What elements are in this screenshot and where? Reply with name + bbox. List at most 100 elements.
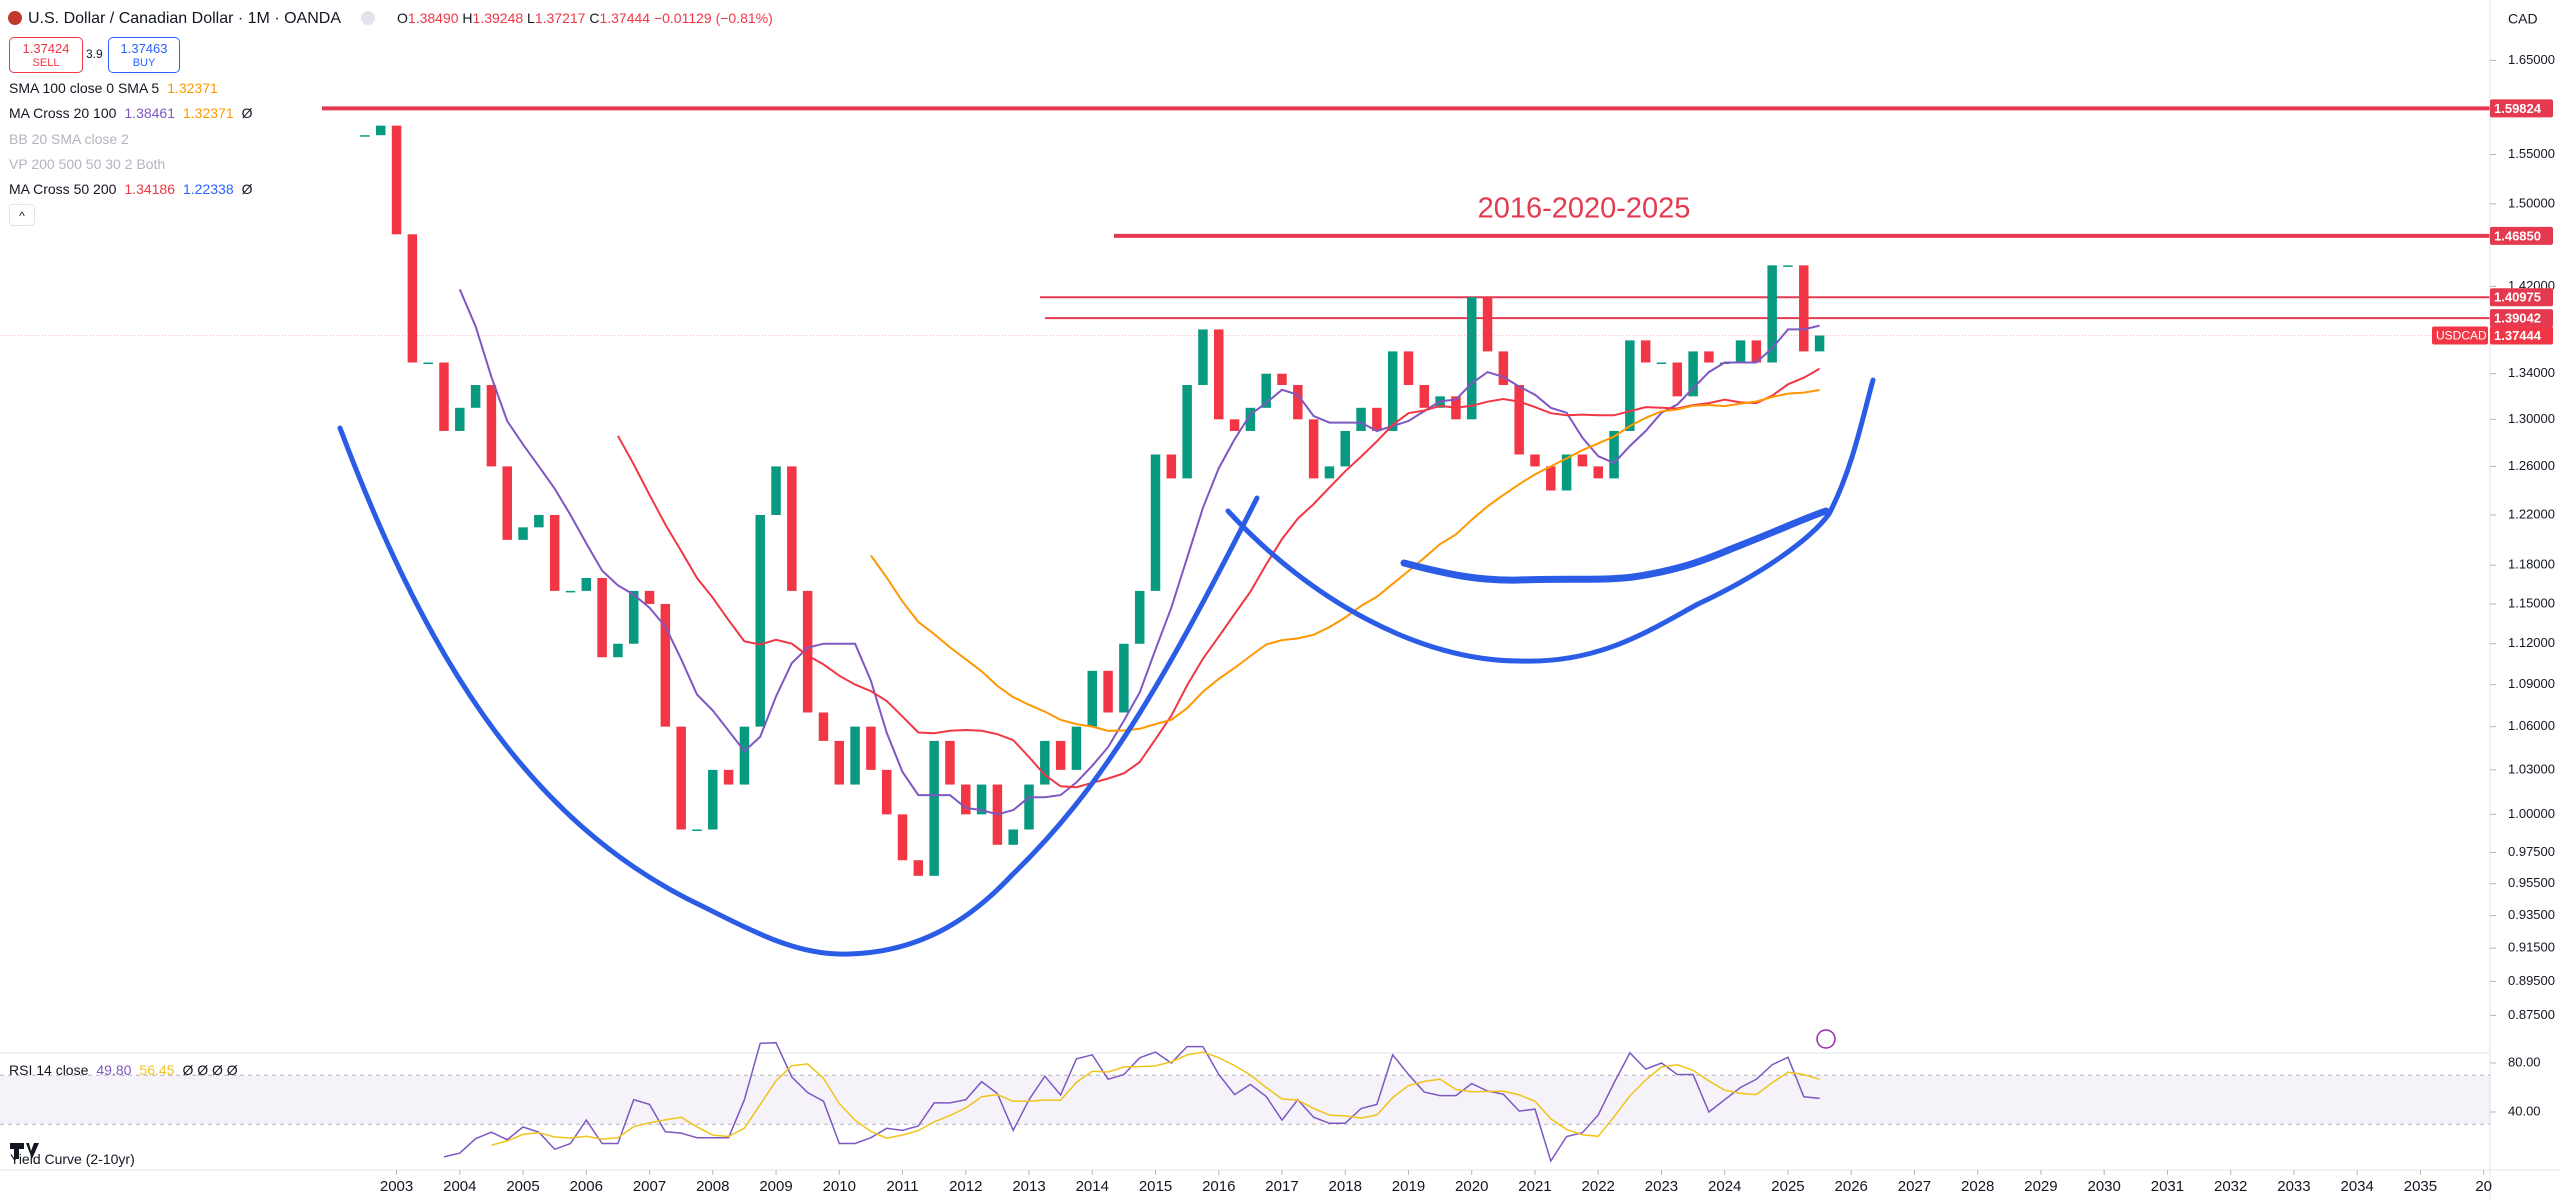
candle (1546, 466, 1556, 491)
candle (534, 514, 544, 528)
y-tick-label: 0.87500 (2508, 1007, 2555, 1022)
ohlc-value: 1.37444 (599, 10, 651, 26)
ohlc-value: 1.39248 (472, 10, 524, 26)
symbol-tag-label: USDCAD (2436, 329, 2487, 343)
level-label: 1.46850 (2494, 228, 2541, 243)
candle (1767, 265, 1777, 363)
y-tick-label: 0.93500 (2508, 907, 2555, 922)
level-label: 1.59824 (2494, 101, 2542, 116)
indicator-name: VP 200 500 50 30 2 Both (9, 156, 166, 172)
indicator-legend[interactable]: MA Cross 50 200 1.34186 1.22338 Ø (9, 181, 253, 197)
candle (423, 362, 433, 365)
candle (961, 784, 971, 815)
x-tick-label: 2016 (1202, 1178, 1235, 1195)
moving-average (458, 289, 1820, 816)
candle (660, 603, 671, 727)
x-tick-label: 2032 (2214, 1178, 2247, 1195)
candle (1403, 351, 1414, 385)
candle (391, 125, 402, 235)
symbol-tag (2432, 326, 2488, 345)
indicator-legend[interactable]: VP 200 500 50 30 2 Both (9, 156, 165, 172)
candle (1625, 340, 1635, 431)
indicator-value: 1.32371 (167, 80, 218, 96)
y-tick-label: 1.26000 (2508, 458, 2555, 473)
y-tick-label: 1.34000 (2508, 365, 2555, 380)
candle (628, 590, 639, 644)
buy-button[interactable]: 1.37463 BUY (108, 37, 180, 73)
candle (1640, 340, 1651, 363)
indicator-name: SMA 100 close 0 SMA 5 (9, 80, 160, 96)
candle (771, 466, 781, 515)
buy-price: 1.37463 (120, 41, 168, 56)
x-tick-label: 2018 (1329, 1178, 1362, 1195)
sell-button[interactable]: 1.37424 SELL (9, 37, 83, 73)
annotation: 2016-2020-2025 (1478, 193, 1691, 225)
candle (1783, 265, 1793, 267)
candle (834, 740, 845, 785)
x-tick-label: 2027 (1898, 1178, 1931, 1195)
status-dot (360, 11, 375, 25)
ohlc-label: H (462, 10, 473, 26)
candle (723, 769, 734, 785)
change: −0.01129 (−0.81%) (653, 10, 773, 26)
candle (1340, 430, 1350, 467)
level-tag (2490, 288, 2553, 307)
x-tick-label: 2023 (1645, 1178, 1678, 1195)
candle (1182, 384, 1192, 479)
candle (1577, 454, 1588, 467)
x-tick-label: 2011 (886, 1178, 918, 1195)
x-tick-label: 2034 (2340, 1178, 2373, 1195)
rsi-value: 49.80 (96, 1062, 132, 1078)
candle (945, 740, 955, 785)
candle (1372, 407, 1382, 431)
indicator-legend[interactable]: BB 20 SMA close 2 (9, 131, 129, 147)
spread: 3.9 (86, 47, 103, 61)
level-label: 1.40975 (2494, 290, 2541, 305)
indicator-legend[interactable]: MA Cross 20 100 1.38461 1.32371 Ø (9, 105, 253, 121)
candle (866, 726, 876, 770)
candle (375, 125, 386, 136)
x-tick-label: 2026 (1835, 1178, 1868, 1195)
x-tick-label: 2022 (1582, 1178, 1615, 1195)
candle (739, 726, 750, 785)
x-tick-label: 2006 (570, 1178, 603, 1195)
flag-icon (8, 11, 22, 25)
candle (1229, 419, 1240, 431)
candle (1293, 384, 1303, 420)
collapse-button[interactable]: ^ (9, 204, 35, 226)
yield-name: Yield Curve (2-10yr) (10, 1151, 135, 1167)
y-tick-label: 1.18000 (2508, 557, 2555, 572)
sell-price: 1.37424 (22, 41, 70, 56)
level-tag (2490, 99, 2553, 118)
candle (897, 814, 908, 861)
candle (1277, 373, 1287, 385)
ohlc-value: 1.38490 (407, 10, 459, 26)
candle (581, 577, 592, 591)
x-tick-label: 2030 (2088, 1178, 2121, 1195)
y-tick-label: 1.22000 (2508, 506, 2555, 521)
ohlc-label: L (527, 10, 535, 26)
candle (1040, 740, 1050, 785)
indicator-name: BB 20 SMA close 2 (9, 131, 129, 147)
symbol-title[interactable]: U.S. Dollar / Canadian Dollar · 1M · OAN… (28, 10, 341, 27)
candle (1245, 407, 1256, 431)
candle (1087, 670, 1098, 727)
yield-legend[interactable]: Yield Curve (2-10yr) (10, 1151, 135, 1167)
ohlc-value: 1.37217 (534, 10, 586, 26)
candle (976, 784, 987, 815)
candle (486, 384, 497, 467)
candle (1688, 351, 1698, 397)
moving-average (617, 367, 1821, 789)
curve (1400, 507, 1830, 584)
indicator-legend[interactable]: SMA 100 close 0 SMA 5 1.32371 (9, 80, 218, 96)
candle (1103, 670, 1113, 713)
symbol-bar: U.S. Dollar / Canadian Dollar · 1M · OAN… (8, 10, 773, 28)
candle (1261, 373, 1271, 408)
candle (1214, 329, 1224, 420)
y-tick-label: 1.65000 (2508, 52, 2555, 67)
rsi-legend[interactable]: RSI 14 close 49.80 56.45 Ø Ø Ø Ø (9, 1062, 238, 1078)
candle (1055, 740, 1066, 770)
event-icon[interactable] (1816, 1029, 1836, 1049)
